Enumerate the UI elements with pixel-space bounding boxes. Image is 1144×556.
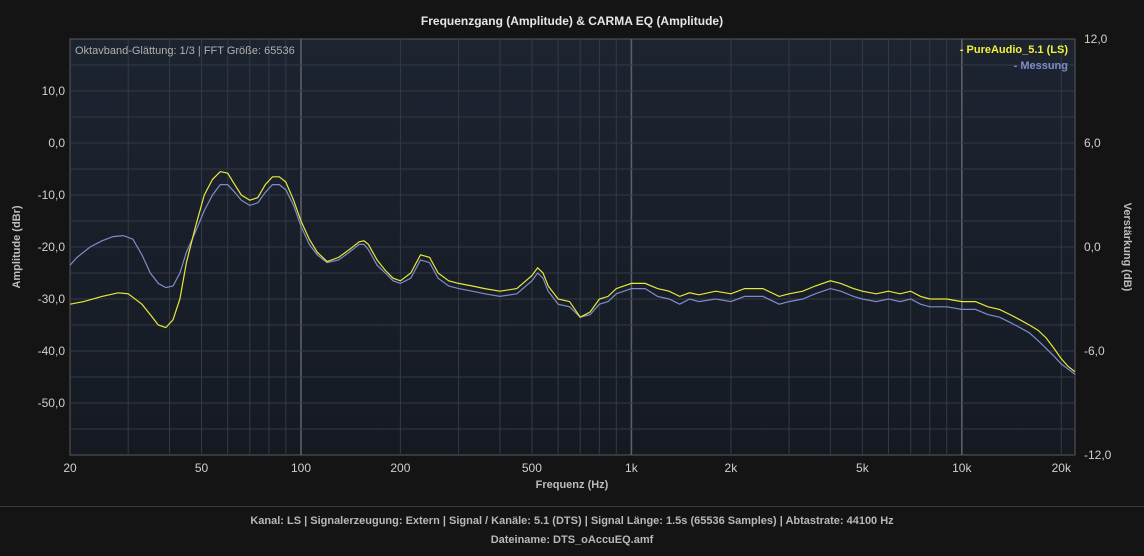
y2-tick-label: 12,0: [1084, 32, 1108, 46]
y-tick-label: -20,0: [38, 240, 66, 254]
y2-tick-label: 6,0: [1084, 136, 1101, 150]
series-line-messung: [70, 184, 1075, 375]
y2-tick-labels: 12,0 6,0 0,0 -6,0 -12,0: [1084, 32, 1112, 462]
y-axis-label: Amplitude (dBr): [11, 205, 23, 288]
chart-title: Frequenzgang (Amplitude) & CARMA EQ (Amp…: [421, 14, 723, 28]
x-tick-label: 200: [390, 461, 410, 475]
x-tick-label: 20k: [1052, 461, 1072, 475]
annotation-text: Oktavband-Glättung: 1/3 | FFT Größe: 655…: [75, 45, 295, 57]
x-tick-labels: 20 50 100 200 500 1k 2k 5k 10k 20k: [63, 461, 1072, 475]
x-tick-label: 500: [522, 461, 542, 475]
y-tick-label: 0,0: [48, 136, 65, 150]
y2-tick-label: -6,0: [1084, 344, 1105, 358]
frequency-response-chart: Frequenzgang (Amplitude) & CARMA EQ (Amp…: [11, 14, 1133, 491]
x-tick-label: 2k: [725, 461, 739, 475]
x-tick-label: 100: [291, 461, 311, 475]
legend-entry-pureaudio: - PureAudio_5.1 (LS): [960, 44, 1069, 56]
y-tick-labels: 10,0 0,0 -10,0 -20,0 -30,0 -40,0 -50,0: [38, 84, 66, 410]
grid-lines: [70, 39, 1075, 455]
legend-entry-messung: - Messung: [1014, 60, 1068, 72]
y2-axis-label: Verstärkung (dB): [1121, 203, 1133, 292]
x-axis-label: Frequenz (Hz): [536, 479, 609, 491]
y2-tick-label: 0,0: [1084, 240, 1101, 254]
status-footer: Kanal: LS | Signalerzeugung: Extern | Si…: [0, 506, 1144, 556]
x-tick-label: 20: [63, 461, 77, 475]
footer-info-line: Kanal: LS | Signalerzeugung: Extern | Si…: [250, 515, 894, 527]
series-line-pureaudio: [70, 170, 1075, 373]
x-tick-label: 1k: [625, 461, 639, 475]
x-tick-label: 5k: [856, 461, 870, 475]
y-tick-label: -10,0: [38, 188, 66, 202]
y-tick-label: -50,0: [38, 396, 66, 410]
y-tick-label: -40,0: [38, 344, 66, 358]
x-tick-label: 10k: [952, 461, 972, 475]
y-tick-label: -30,0: [38, 292, 66, 306]
y2-tick-label: -12,0: [1084, 448, 1112, 462]
y-tick-label: 10,0: [42, 84, 66, 98]
x-tick-label: 50: [195, 461, 209, 475]
footer-filename-line: Dateiname: DTS_oAccuEQ.amf: [490, 534, 654, 546]
